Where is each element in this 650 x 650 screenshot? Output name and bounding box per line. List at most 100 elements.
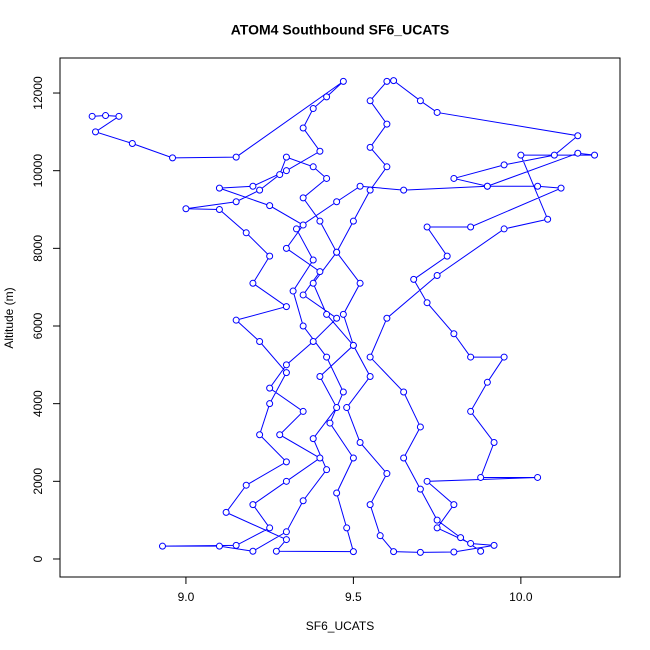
data-point [282, 303, 290, 311]
data-point [256, 338, 264, 346]
data-point [483, 182, 491, 190]
data-point [102, 112, 110, 120]
data-point [266, 252, 274, 260]
y-axis-label: Altitude (m) [2, 287, 16, 348]
x-tick-label: 9.0 [178, 590, 195, 604]
data-point [316, 147, 324, 155]
data-point [282, 244, 290, 252]
data-point [366, 186, 374, 194]
data-point [323, 93, 331, 101]
data-point [557, 184, 565, 192]
data-point [490, 438, 498, 446]
chart-title: ATOM4 Southbound SF6_UCATS [231, 22, 450, 38]
data-point [276, 431, 284, 439]
data-point [467, 353, 475, 361]
data-point [299, 194, 307, 202]
data-point [266, 384, 274, 392]
data-point [366, 501, 374, 509]
data-point [323, 174, 331, 182]
data-point [215, 184, 223, 192]
data-point [282, 153, 290, 161]
data-point [128, 140, 136, 148]
data-point [309, 163, 317, 171]
data-point [232, 316, 240, 324]
data-point [500, 161, 508, 169]
data-point [169, 154, 177, 162]
data-point [323, 466, 331, 474]
data-point [249, 501, 257, 509]
data-point [266, 524, 274, 532]
data-point [400, 186, 408, 194]
data-point [390, 77, 398, 85]
data-point [383, 314, 391, 322]
data-point [410, 275, 418, 283]
data-point [400, 454, 408, 462]
data-point [256, 186, 264, 194]
x-tick-label: 10.0 [509, 590, 533, 604]
data-point [416, 423, 424, 431]
data-point [383, 120, 391, 128]
y-tick-label: 2000 [31, 468, 45, 495]
data-point [266, 202, 274, 210]
data-point [457, 534, 465, 542]
data-point [323, 353, 331, 361]
data-point [366, 97, 374, 105]
data-point [483, 378, 491, 386]
data-point [339, 77, 347, 85]
data-point [282, 167, 290, 175]
data-point [299, 291, 307, 299]
data-point [309, 435, 317, 443]
data-point [500, 353, 508, 361]
data-point [323, 310, 331, 318]
data-point [88, 112, 96, 120]
data-point [477, 547, 485, 555]
data-point [299, 407, 307, 415]
data-point [339, 388, 347, 396]
data-point [272, 547, 280, 555]
data-point [416, 548, 424, 556]
data-point [282, 536, 290, 544]
data-point [316, 372, 324, 380]
x-tick-label: 9.5 [345, 590, 362, 604]
data-point [356, 279, 364, 287]
plot-frame [59, 57, 621, 578]
data-point [222, 508, 230, 516]
data-point [158, 542, 166, 550]
data-point [242, 481, 250, 489]
x-axis-label: SF6_UCATS [306, 619, 374, 633]
data-point [356, 182, 364, 190]
data-point [232, 198, 240, 206]
data-point [433, 516, 441, 524]
y-tick-label: 10000 [31, 154, 45, 188]
data-point [450, 174, 458, 182]
data-point [282, 361, 290, 369]
data-point [282, 477, 290, 485]
data-point [92, 128, 100, 136]
data-point [249, 547, 257, 555]
data-point [266, 400, 274, 408]
data-point [282, 458, 290, 466]
data-point [517, 151, 525, 159]
data-point [276, 171, 284, 179]
data-point [349, 548, 357, 556]
data-point [249, 182, 257, 190]
y-tick-label: 8000 [31, 235, 45, 262]
data-point [292, 225, 300, 233]
data-point [366, 353, 374, 361]
data-point [316, 454, 324, 462]
data-point [383, 470, 391, 478]
data-point [282, 369, 290, 377]
data-point [383, 77, 391, 85]
data-point [299, 322, 307, 330]
data-point [416, 485, 424, 493]
data-point [416, 97, 424, 105]
data-point [500, 225, 508, 233]
data-point [574, 149, 582, 157]
data-point [534, 182, 542, 190]
data-point [299, 124, 307, 132]
data-point [376, 532, 384, 540]
data-point [215, 206, 223, 214]
data-point [423, 223, 431, 231]
